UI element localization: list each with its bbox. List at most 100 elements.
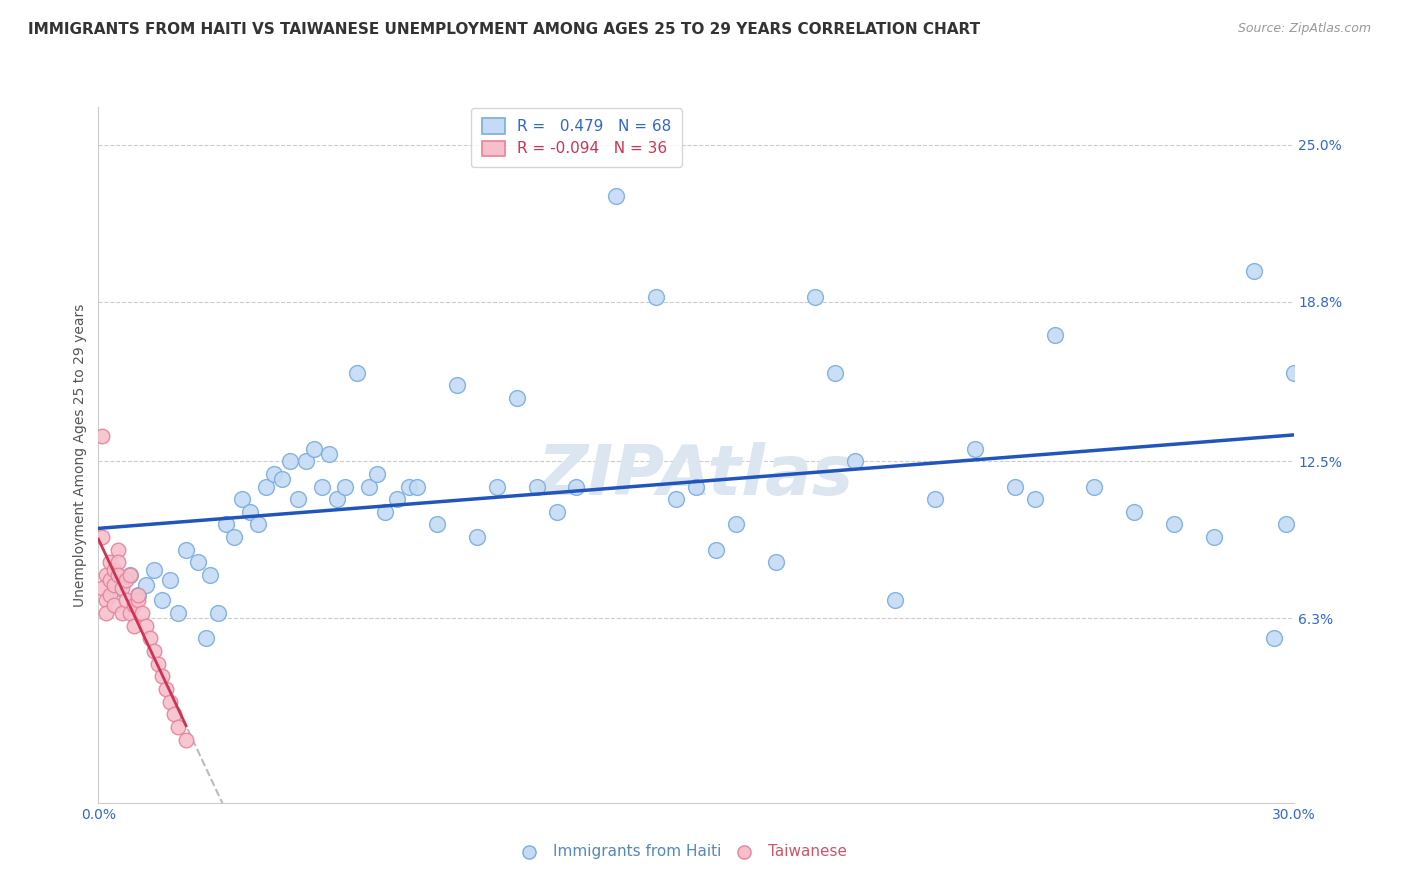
Point [115, 573, 138, 587]
Point [143, 563, 166, 577]
Point [124, 618, 146, 632]
Point [139, 632, 162, 646]
Point [326, 492, 349, 507]
Point [107, 581, 129, 595]
Point [143, 644, 166, 658]
Point [1024, 492, 1046, 507]
Point [704, 542, 727, 557]
Point [163, 707, 186, 722]
Point [103, 563, 125, 577]
Point [115, 593, 138, 607]
Point [804, 290, 827, 304]
Point [239, 505, 262, 519]
Point [1163, 517, 1185, 532]
Point [311, 479, 333, 493]
Point [103, 578, 125, 592]
Point [278, 454, 301, 468]
Point [465, 530, 488, 544]
Point [385, 492, 409, 507]
Point [359, 479, 381, 493]
Point [1043, 327, 1066, 342]
Text: Taiwanese: Taiwanese [768, 844, 846, 859]
Point [207, 606, 229, 620]
Point [167, 606, 190, 620]
Point [107, 542, 129, 557]
Point [366, 467, 388, 481]
Point [346, 366, 368, 380]
Y-axis label: Unemployment Among Ages 25 to 29 years: Unemployment Among Ages 25 to 29 years [73, 303, 87, 607]
Point [1243, 264, 1265, 278]
Point [406, 479, 429, 493]
Point [91, 581, 114, 595]
Point [765, 556, 787, 570]
Point [1083, 479, 1105, 493]
Point [96, 606, 118, 620]
Point [111, 606, 134, 620]
Point [485, 479, 508, 493]
Point [963, 442, 986, 456]
Point [426, 517, 449, 532]
Point [195, 632, 218, 646]
Point [546, 505, 568, 519]
Point [526, 479, 548, 493]
Point [98, 588, 122, 602]
Point [1282, 366, 1305, 380]
Point [215, 517, 238, 532]
Point [98, 556, 122, 570]
Text: Immigrants from Haiti: Immigrants from Haiti [553, 844, 721, 859]
Point [174, 542, 197, 557]
Point [270, 472, 292, 486]
Point [231, 492, 253, 507]
Point [665, 492, 688, 507]
Point [187, 556, 209, 570]
Point [174, 732, 197, 747]
Point [565, 479, 588, 493]
Point [111, 581, 134, 595]
Point [98, 573, 122, 587]
Point [120, 606, 142, 620]
Point [120, 568, 142, 582]
Point [127, 588, 149, 602]
Point [127, 593, 149, 607]
Point [91, 530, 114, 544]
Point [374, 505, 396, 519]
Point [159, 695, 181, 709]
Point [685, 479, 707, 493]
Point [254, 479, 277, 493]
Point [335, 479, 357, 493]
Point [446, 378, 468, 392]
Point [135, 578, 157, 592]
Point [824, 366, 846, 380]
Point [150, 593, 173, 607]
Point [645, 290, 668, 304]
Point [318, 447, 340, 461]
Point [222, 530, 245, 544]
Point [1123, 505, 1146, 519]
Point [124, 599, 146, 613]
Point [107, 568, 129, 582]
Point [246, 517, 269, 532]
Point [96, 568, 118, 582]
Point [605, 188, 627, 202]
Point [120, 568, 142, 582]
Point [127, 588, 149, 602]
Point [103, 599, 125, 613]
Point [263, 467, 285, 481]
Point [167, 720, 190, 734]
Point [884, 593, 907, 607]
Point [198, 568, 221, 582]
Point [724, 517, 747, 532]
Point [924, 492, 946, 507]
Point [1263, 632, 1285, 646]
Point [96, 593, 118, 607]
Point [91, 429, 114, 443]
Text: ZIPAtlas: ZIPAtlas [538, 442, 853, 509]
Point [131, 606, 153, 620]
Point [294, 454, 316, 468]
Point [148, 657, 170, 671]
Legend: R =   0.479   N = 68, R = -0.094   N = 36: R = 0.479 N = 68, R = -0.094 N = 36 [471, 108, 682, 167]
Point [1004, 479, 1026, 493]
Point [107, 556, 129, 570]
Point [1202, 530, 1225, 544]
Text: IMMIGRANTS FROM HAITI VS TAIWANESE UNEMPLOYMENT AMONG AGES 25 TO 29 YEARS CORREL: IMMIGRANTS FROM HAITI VS TAIWANESE UNEMP… [28, 22, 980, 37]
